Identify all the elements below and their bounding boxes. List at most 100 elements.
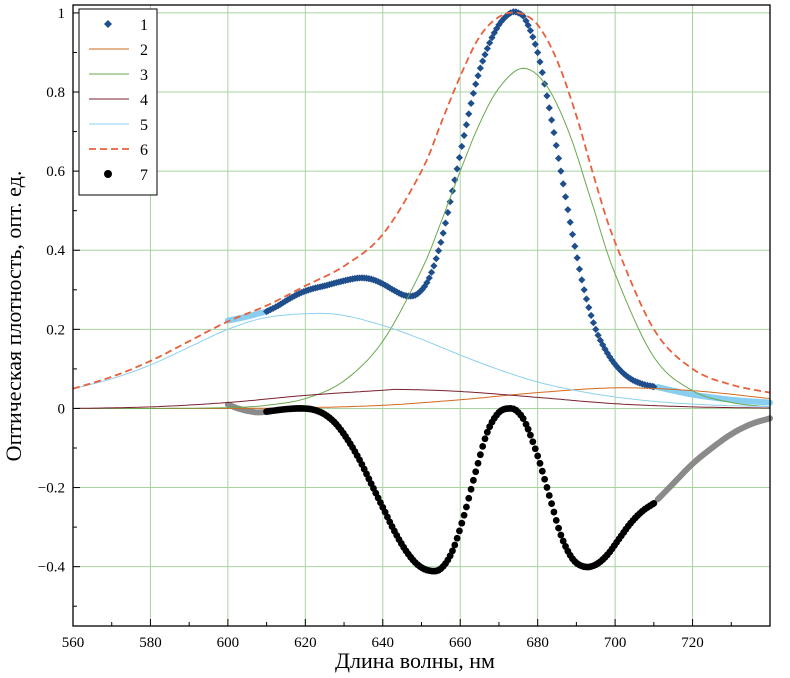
- series-7-point: [524, 425, 532, 433]
- series-7-point: [463, 503, 470, 511]
- series-7-point: [479, 442, 487, 450]
- series-1-point: [486, 39, 494, 47]
- series-1-point: [432, 255, 440, 263]
- series-1-point: [493, 24, 501, 33]
- series-1-point: [481, 51, 489, 59]
- series-5: [72, 312, 771, 407]
- series-1-point: [479, 57, 487, 65]
- legend-label-6: 6: [140, 142, 148, 159]
- x-tick-label: 560: [62, 635, 85, 651]
- series-1-point: [541, 80, 549, 88]
- series-1-point: [582, 295, 591, 303]
- series-1-point: [469, 89, 477, 97]
- series-1-point: [573, 254, 581, 262]
- series-1-point: [472, 80, 480, 88]
- series-7: [263, 405, 658, 575]
- series-7-point: [548, 500, 556, 508]
- y-tick-label: 1: [58, 6, 66, 22]
- series-1-point: [462, 121, 471, 129]
- series-1-point: [437, 238, 445, 246]
- x-axis-title: Длина волны, нм: [335, 648, 495, 673]
- series-1-point: [561, 193, 570, 201]
- series-1-point: [460, 131, 468, 140]
- series-1-point: [587, 311, 595, 320]
- extrapolated-segment-7: [654, 415, 773, 503]
- series-1-point: [455, 153, 464, 162]
- series-7-point: [519, 415, 527, 422]
- series-7-point: [543, 484, 551, 491]
- series-7-point: [550, 508, 558, 516]
- series-1-point: [524, 21, 532, 29]
- x-tick-label: 660: [449, 635, 472, 651]
- x-tick-label: 700: [604, 635, 627, 651]
- series-7-point: [481, 435, 489, 443]
- y-tick-label: 0.2: [46, 322, 65, 338]
- series-1-point: [554, 154, 563, 162]
- series-1-point: [286, 294, 294, 303]
- series-7-point: [451, 541, 459, 549]
- series-7-point: [460, 511, 468, 519]
- series-1-point: [458, 142, 466, 151]
- series-1-point: [571, 242, 579, 250]
- legend-swatch-1: [104, 20, 112, 28]
- series-1-point: [483, 44, 491, 53]
- series-4: [72, 388, 771, 409]
- series-7-point: [456, 527, 463, 535]
- series-1-point: [441, 219, 450, 227]
- legend: 1 2 3 4 5 6 7: [78, 8, 158, 196]
- series-7-point: [483, 428, 491, 436]
- series-1-point: [550, 128, 558, 137]
- ticks: 560 580 600 620 640 660 680 700 720 −0.4 −0.2 0 0.2 0…: [38, 6, 732, 651]
- series-1-point: [585, 303, 593, 312]
- series-1-point: [476, 64, 484, 72]
- series-1-point: [430, 262, 438, 270]
- series-1-point: [566, 218, 574, 226]
- series-7-point: [541, 475, 549, 483]
- series-1-point: [613, 362, 621, 370]
- series-1-point: [543, 92, 551, 100]
- series-1-point: [578, 276, 586, 284]
- series-1-point: [467, 99, 475, 107]
- series-1-point: [580, 286, 588, 294]
- series-1-point: [536, 58, 544, 66]
- series-7-point: [467, 485, 475, 493]
- series-7-point: [559, 537, 567, 545]
- series-1-point: [488, 33, 496, 42]
- series-1-point: [557, 167, 565, 175]
- legend-box: [78, 8, 158, 196]
- y-tick-label: 0.4: [46, 243, 65, 259]
- series-7-point: [465, 494, 473, 502]
- series-3: [73, 67, 771, 409]
- series-1-point: [269, 304, 277, 312]
- legend-item-7: 7: [104, 167, 148, 184]
- series-7-point: [650, 499, 658, 507]
- legend-swatch-7: [104, 170, 112, 178]
- series-1-point: [594, 331, 602, 339]
- y-tick-label: 0.6: [46, 164, 65, 180]
- legend-item-4: 4: [89, 92, 148, 109]
- series-1-point: [529, 33, 537, 41]
- legend-label-7: 7: [140, 167, 148, 184]
- series-7-point: [531, 445, 539, 453]
- series-7-point: [536, 459, 544, 467]
- series-1-point: [519, 12, 527, 20]
- series-1: [263, 8, 658, 391]
- legend-item-6: 6: [89, 142, 148, 159]
- series-1-point: [627, 375, 635, 383]
- series-1-point: [446, 198, 454, 206]
- legend-item-1: 1: [104, 17, 148, 34]
- series-7-point: [552, 516, 560, 524]
- series-1-point: [272, 303, 280, 311]
- legend-item-3: 3: [89, 67, 148, 84]
- series-1-point: [425, 274, 433, 282]
- series-7-point: [555, 524, 562, 532]
- series-1-point: [439, 229, 447, 237]
- legend-label-1: 1: [140, 17, 148, 34]
- series-5-line: [72, 312, 771, 407]
- series-1-point: [427, 268, 436, 276]
- series-7-point: [469, 476, 477, 484]
- legend-label-2: 2: [140, 42, 148, 59]
- extrapolated-segment-1: [224, 308, 270, 324]
- y-tick-label: 0.8: [46, 85, 65, 101]
